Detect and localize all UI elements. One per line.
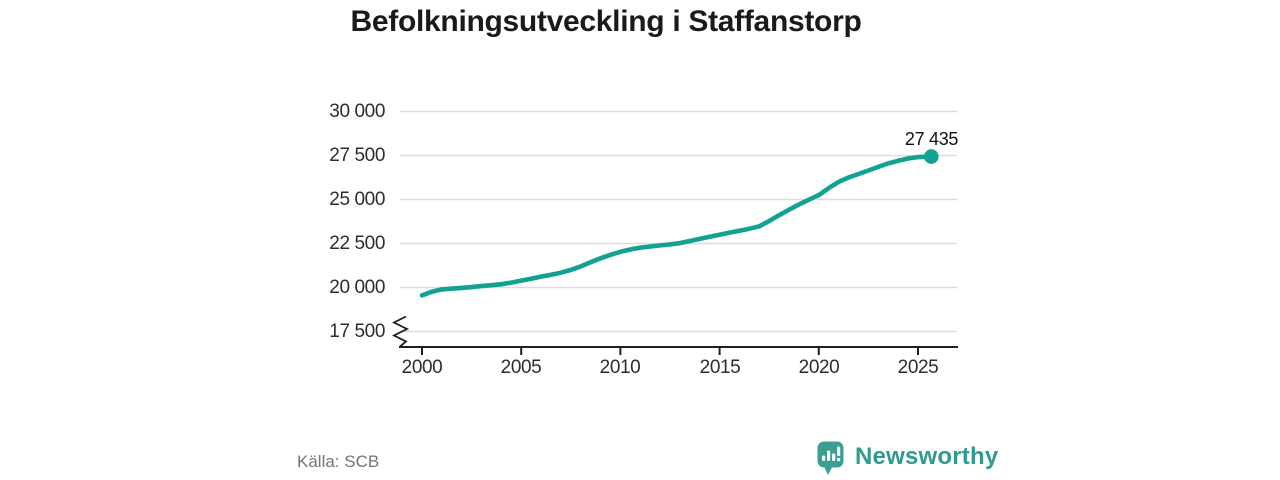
brand-name: Newsworthy <box>855 443 999 470</box>
axis-group <box>391 315 958 355</box>
y-tick-label: 25 000 <box>329 189 385 210</box>
icon-exclamation-bar <box>837 446 841 456</box>
chart-title: Befolkningsutveckling i Staffanstorp <box>350 5 862 38</box>
y-tick-label: 17 500 <box>329 321 385 342</box>
x-tick-label: 2010 <box>599 357 641 378</box>
x-tick-label: 2005 <box>500 357 542 378</box>
population-series-line <box>419 154 934 298</box>
x-tick-label: 2025 <box>897 357 939 378</box>
endpoint-dot <box>924 149 939 164</box>
newsworthy-bars-icon <box>817 441 844 475</box>
brand-logo: Newsworthy <box>817 441 998 477</box>
x-tick-label: 2015 <box>699 357 741 378</box>
x-tick-label: 2020 <box>798 357 840 378</box>
endpoint-value-label: 27 435 <box>904 129 959 149</box>
y-tick-label: 20 000 <box>329 277 385 298</box>
source-note: Källa: SCB <box>297 452 380 471</box>
y-tick-label: 30 000 <box>329 101 385 122</box>
icon-bar-1 <box>822 455 826 461</box>
icon-bubble-tail <box>824 466 833 475</box>
icon-bar-3 <box>832 453 836 461</box>
y-tick-label: 27 500 <box>329 145 385 166</box>
y-axis-break-zigzag <box>391 315 410 348</box>
icon-exclamation-dot <box>837 458 841 462</box>
icon-bar-2 <box>827 450 831 461</box>
x-tick-label: 2000 <box>401 357 443 378</box>
y-tick-label: 22 500 <box>329 233 385 254</box>
